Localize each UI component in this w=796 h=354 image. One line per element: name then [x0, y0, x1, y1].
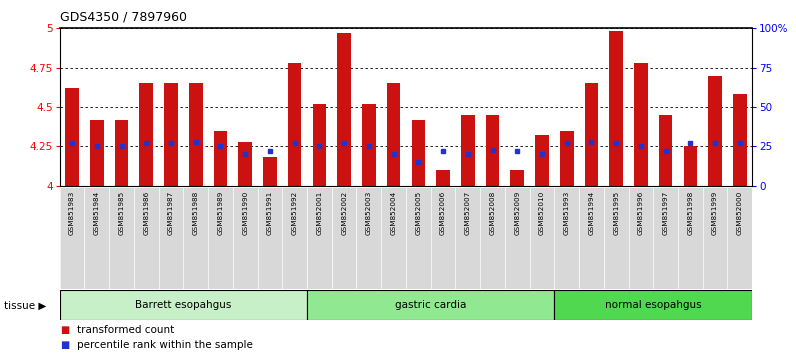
- Bar: [238, 142, 252, 186]
- Bar: [560, 131, 574, 186]
- Text: GSM851998: GSM851998: [688, 191, 693, 235]
- Text: Barrett esopahgus: Barrett esopahgus: [135, 300, 232, 310]
- Bar: [436, 170, 450, 186]
- Bar: [412, 120, 425, 186]
- Bar: [362, 104, 376, 186]
- Text: GSM851989: GSM851989: [217, 191, 224, 235]
- FancyBboxPatch shape: [554, 290, 752, 320]
- Text: GSM852010: GSM852010: [539, 191, 545, 235]
- Text: GSM851985: GSM851985: [119, 191, 124, 235]
- Bar: [634, 63, 648, 186]
- Bar: [115, 120, 128, 186]
- Text: tissue ▶: tissue ▶: [4, 300, 46, 310]
- Text: GSM851983: GSM851983: [69, 191, 75, 235]
- Text: GSM851988: GSM851988: [193, 191, 199, 235]
- Text: GSM851995: GSM851995: [613, 191, 619, 235]
- Text: GSM852009: GSM852009: [514, 191, 521, 235]
- Text: GSM852006: GSM852006: [440, 191, 446, 235]
- Text: transformed count: transformed count: [77, 325, 174, 335]
- Bar: [535, 136, 548, 186]
- Text: GSM851986: GSM851986: [143, 191, 150, 235]
- Bar: [213, 131, 228, 186]
- Bar: [387, 84, 400, 186]
- Bar: [139, 84, 153, 186]
- Bar: [510, 170, 524, 186]
- Text: GSM852002: GSM852002: [341, 191, 347, 235]
- Bar: [584, 84, 599, 186]
- Bar: [733, 95, 747, 186]
- FancyBboxPatch shape: [307, 290, 554, 320]
- Text: GSM852004: GSM852004: [391, 191, 396, 235]
- Bar: [90, 120, 103, 186]
- Text: GSM851996: GSM851996: [638, 191, 644, 235]
- Bar: [288, 63, 302, 186]
- Bar: [684, 147, 697, 186]
- Text: ■: ■: [60, 325, 69, 335]
- Text: GSM851993: GSM851993: [564, 191, 570, 235]
- Text: ■: ■: [60, 341, 69, 350]
- Bar: [65, 88, 79, 186]
- Bar: [610, 32, 623, 186]
- Text: GSM852001: GSM852001: [316, 191, 322, 235]
- Text: GSM852003: GSM852003: [366, 191, 372, 235]
- Text: GSM851984: GSM851984: [94, 191, 100, 235]
- Bar: [461, 115, 474, 186]
- Text: percentile rank within the sample: percentile rank within the sample: [77, 341, 253, 350]
- Text: GSM852007: GSM852007: [465, 191, 470, 235]
- Bar: [486, 115, 499, 186]
- Text: GDS4350 / 7897960: GDS4350 / 7897960: [60, 11, 187, 24]
- Text: GSM851999: GSM851999: [712, 191, 718, 235]
- Bar: [189, 84, 202, 186]
- Text: GSM851990: GSM851990: [242, 191, 248, 235]
- Bar: [263, 158, 277, 186]
- Text: GSM852005: GSM852005: [416, 191, 421, 235]
- Text: normal esopahgus: normal esopahgus: [605, 300, 701, 310]
- Bar: [313, 104, 326, 186]
- Text: GSM851987: GSM851987: [168, 191, 174, 235]
- Text: gastric cardia: gastric cardia: [395, 300, 466, 310]
- Bar: [338, 33, 351, 186]
- Text: GSM851991: GSM851991: [267, 191, 273, 235]
- FancyBboxPatch shape: [60, 290, 307, 320]
- Bar: [659, 115, 673, 186]
- Text: GSM851992: GSM851992: [291, 191, 298, 235]
- Text: GSM851994: GSM851994: [588, 191, 595, 235]
- Text: GSM852008: GSM852008: [490, 191, 496, 235]
- Text: GSM851997: GSM851997: [662, 191, 669, 235]
- Text: GSM852000: GSM852000: [737, 191, 743, 235]
- Bar: [164, 84, 178, 186]
- Bar: [708, 76, 722, 186]
